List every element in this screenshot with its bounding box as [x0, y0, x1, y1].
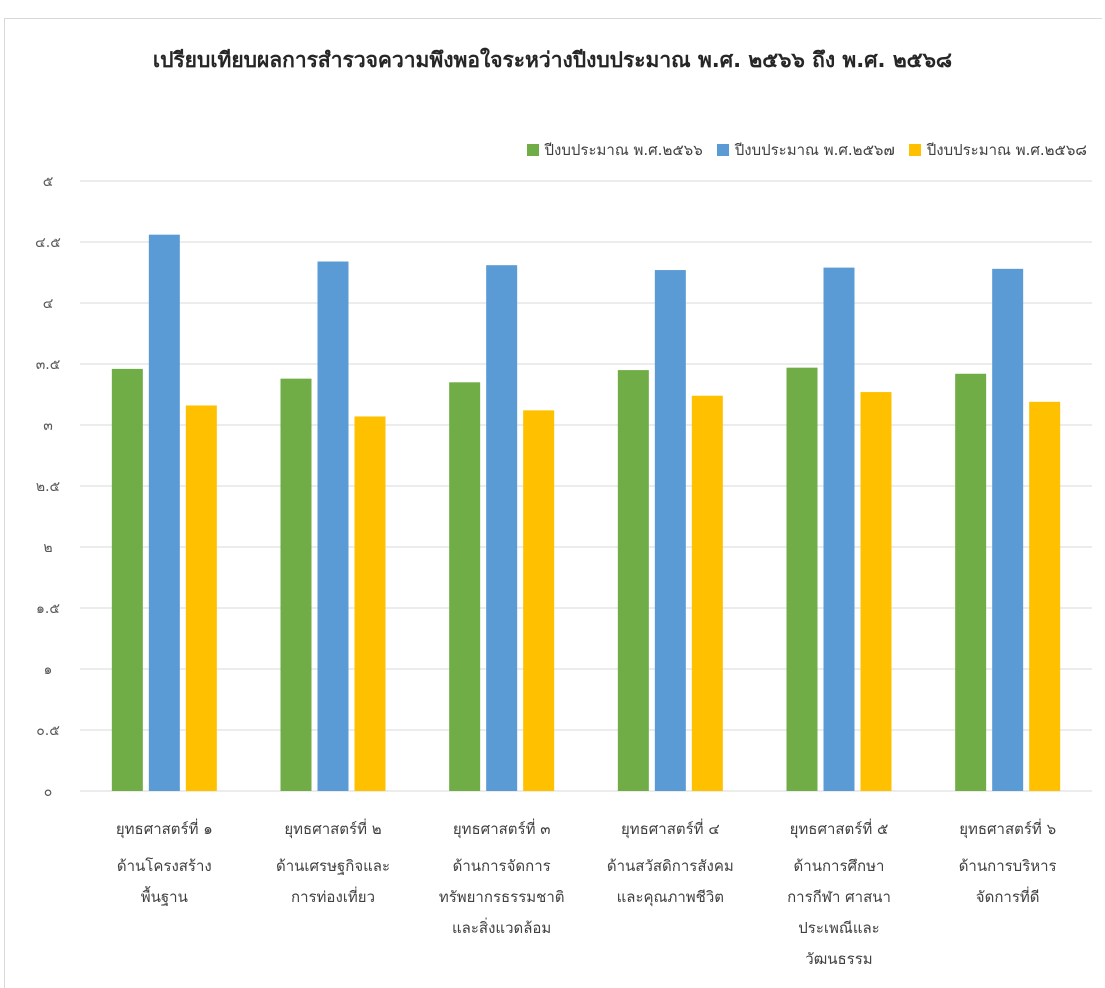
- y-tick-label: ๔.๕: [35, 235, 61, 251]
- legend-swatch-2567: [716, 144, 729, 156]
- legend-label-2566: ปีงบประมาณ พ.ศ.๒๕๖๖: [544, 141, 703, 159]
- bar: [486, 265, 518, 791]
- legend-item-2568: ปีงบประมาณ พ.ศ.๒๕๖๘: [908, 138, 1087, 162]
- x-category-label-line: ด้านเศรษฐกิจและ: [276, 857, 390, 875]
- y-tick-label: ๐.๕: [36, 723, 60, 739]
- bar: [786, 367, 818, 791]
- legend-item-2566: ปีงบประมาณ พ.ศ.๒๕๖๖: [526, 138, 703, 162]
- y-tick-label: ๓: [43, 418, 53, 434]
- x-category-label: ยุทธศาสตร์ที่ ๕ด้านการศึกษาการกีฬา ศาสนา…: [787, 818, 891, 968]
- bar: [523, 410, 555, 791]
- chart-frame: [4, 18, 1102, 988]
- x-category-label-line: ด้านการบริหาร: [959, 857, 1057, 875]
- x-category-label-line: ด้านโครงสร้าง: [117, 857, 212, 875]
- x-category-label-line: วัฒนธรรม: [805, 950, 872, 968]
- x-category-label-line: และสิ่งแวดล้อม: [452, 917, 551, 937]
- bar: [1029, 401, 1061, 791]
- x-category-label-line: ยุทธศาสตร์ที่ ๑: [116, 818, 213, 839]
- x-category-label: ยุทธศาสตร์ที่ ๓ด้านการจัดการทรัพยากรธรรม…: [439, 818, 565, 937]
- x-category-label-line: ยุทธศาสตร์ที่ ๓: [453, 818, 551, 839]
- y-tick-label: ๒.๕: [36, 479, 60, 495]
- x-category-label-line: ยุทธศาสตร์ที่ ๕: [790, 818, 889, 839]
- x-category-label: ยุทธศาสตร์ที่ ๒ด้านเศรษฐกิจและการท่องเที…: [276, 818, 390, 906]
- bar: [691, 395, 723, 791]
- x-category-label-line: พื้นฐาน: [141, 886, 188, 906]
- y-tick-label: ๒: [43, 540, 52, 556]
- x-category-label-line: ด้านการศึกษา: [794, 857, 885, 875]
- bar: [317, 261, 349, 791]
- x-category-label-line: จัดการที่ดี: [976, 886, 1040, 906]
- y-tick-label: ๓.๕: [36, 357, 61, 373]
- bar: [992, 268, 1024, 792]
- x-category-label-line: ประเพณีและ: [798, 919, 879, 937]
- x-category-label-line: ยุทธศาสตร์ที่ ๔: [621, 818, 720, 839]
- bar: [955, 373, 987, 791]
- bar: [111, 368, 143, 791]
- bar: [148, 234, 180, 791]
- legend-swatch-2568: [908, 144, 921, 156]
- bar: [449, 382, 481, 791]
- x-category-label-line: ด้านสวัสดิการสังคม: [607, 857, 734, 875]
- y-tick-label: ๑: [44, 662, 53, 678]
- bar: [185, 405, 217, 791]
- x-category-label-line: การท่องเที่ยว: [291, 886, 375, 906]
- bar: [617, 370, 649, 791]
- x-category-label: ยุทธศาสตร์ที่ ๖ด้านการบริหารจัดการที่ดี: [959, 818, 1057, 906]
- legend-label-2567: ปีงบประมาณ พ.ศ.๒๕๖๗: [734, 141, 895, 159]
- y-tick-label: ๑.๕: [36, 601, 60, 617]
- bar: [280, 378, 312, 791]
- x-category-label-line: ทรัพยากรธรรมชาติ: [439, 888, 565, 906]
- y-tick-label: ๐: [44, 784, 53, 800]
- chart-title: เปรียบเทียบผลการสำรวจความพึงพอใจระหว่างป…: [152, 48, 953, 72]
- x-category-label: ยุทธศาสตร์ที่ ๑ด้านโครงสร้างพื้นฐาน: [116, 818, 213, 906]
- x-category-label-line: และคุณภาพชีวิต: [617, 888, 724, 907]
- chart-legend: ปีงบประมาณ พ.ศ.๒๕๖๖ ปีงบประมาณ พ.ศ.๒๕๖๗ …: [526, 138, 1087, 162]
- x-category-label-line: ยุทธศาสตร์ที่ ๒: [284, 818, 381, 839]
- x-category-label-line: การกีฬา ศาสนา: [787, 888, 891, 906]
- x-category-label: ยุทธศาสตร์ที่ ๔ด้านสวัสดิการสังคมและคุณภ…: [607, 818, 734, 907]
- legend-swatch-2566: [526, 144, 539, 156]
- legend-label-2568: ปีงบประมาณ พ.ศ.๒๕๖๘: [926, 141, 1087, 159]
- bar: [860, 392, 892, 791]
- y-tick-label: ๕: [43, 174, 54, 190]
- y-tick-label: ๔: [43, 296, 54, 312]
- legend-item-2567: ปีงบประมาณ พ.ศ.๒๕๖๗: [716, 138, 895, 162]
- bar: [823, 267, 855, 791]
- bar: [654, 270, 686, 791]
- x-category-label-line: ด้านการจัดการ: [453, 857, 551, 875]
- x-category-label-line: ยุทธศาสตร์ที่ ๖: [959, 818, 1056, 839]
- bar: [354, 416, 386, 791]
